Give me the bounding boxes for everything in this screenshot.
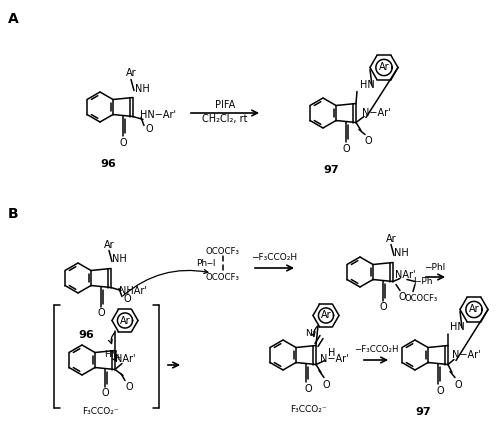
Text: OCOCF₃: OCOCF₃ (206, 247, 240, 256)
Text: O: O (145, 123, 153, 133)
Text: PIFA: PIFA (215, 100, 235, 110)
Text: Ar: Ar (320, 311, 332, 320)
Text: 97: 97 (415, 407, 431, 417)
Text: O: O (398, 291, 406, 301)
Text: O: O (304, 384, 312, 394)
Text: OCOCF₃: OCOCF₃ (404, 294, 438, 303)
Text: OCOCF₃: OCOCF₃ (206, 272, 240, 282)
Text: O: O (125, 383, 133, 392)
Text: NHAr': NHAr' (119, 285, 147, 296)
Text: Ar: Ar (104, 240, 115, 250)
Text: Ph‒I: Ph‒I (196, 258, 216, 267)
Text: Ar: Ar (386, 234, 396, 243)
Text: HN: HN (450, 322, 464, 333)
Text: 97: 97 (323, 165, 339, 175)
Text: B: B (8, 207, 18, 221)
Text: O: O (123, 295, 131, 304)
Text: −F₃CCO₂H: −F₃CCO₂H (354, 344, 398, 354)
Text: CH₂Cl₂, rt: CH₂Cl₂, rt (202, 114, 248, 124)
Text: H: H (328, 349, 336, 359)
Text: −PhI: −PhI (424, 263, 446, 272)
Text: F₃CCO₂⁻: F₃CCO₂⁻ (82, 408, 118, 416)
Text: O: O (454, 379, 462, 389)
Text: Ar: Ar (468, 304, 479, 314)
Text: O: O (119, 138, 127, 147)
Text: −F₃CCO₂H: −F₃CCO₂H (251, 253, 297, 263)
Text: N−Ar': N−Ar' (452, 351, 480, 360)
Text: NAr': NAr' (394, 271, 415, 280)
Text: HN: HN (360, 80, 374, 91)
Text: O: O (364, 136, 372, 146)
Text: O: O (436, 386, 444, 395)
Text: HN: HN (104, 350, 118, 359)
Text: Ar: Ar (120, 315, 130, 325)
Text: HN−Ar': HN−Ar' (140, 110, 176, 120)
Text: 96: 96 (100, 159, 116, 169)
Text: O: O (97, 309, 105, 319)
Text: 96: 96 (78, 330, 94, 340)
Text: +: + (114, 353, 120, 362)
Text: O: O (322, 379, 330, 389)
Text: NH: NH (394, 248, 408, 258)
Text: Ar: Ar (126, 69, 136, 78)
Text: A: A (8, 12, 19, 26)
Text: O: O (101, 387, 109, 397)
Text: N−Ar': N−Ar' (320, 354, 348, 365)
Text: F₃CCO₂⁻: F₃CCO₂⁻ (290, 405, 327, 415)
Text: O: O (379, 303, 387, 312)
Text: NH: NH (134, 83, 150, 93)
Text: N−Ar': N−Ar' (362, 107, 390, 117)
Text: NH: NH (112, 255, 126, 264)
Text: NAr': NAr' (114, 354, 135, 365)
Text: Ar: Ar (378, 62, 390, 72)
Text: O: O (342, 144, 350, 154)
Text: N⁺: N⁺ (305, 329, 316, 338)
Text: I‒Ph: I‒Ph (413, 277, 432, 286)
